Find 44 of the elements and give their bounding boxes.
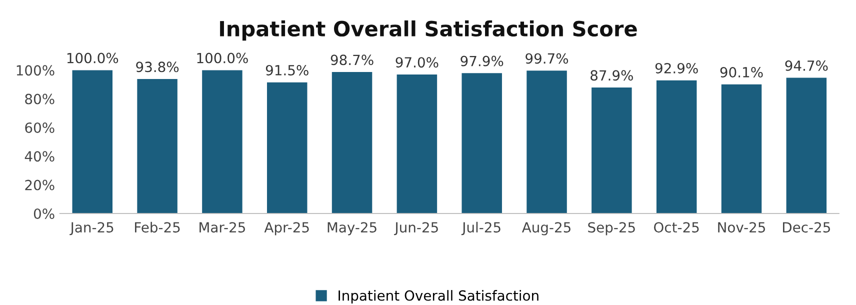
data-label: 97.9% (460, 56, 504, 66)
y-tick-label: 20% (25, 180, 54, 190)
data-label: 91.5% (266, 64, 308, 76)
y-tick-label: 100% (16, 65, 54, 76)
bar (266, 82, 308, 214)
x-tick-label: Jun-25 (394, 222, 438, 236)
bar (656, 80, 697, 214)
x-tick-label: Nov-25 (718, 222, 766, 233)
data-label: 98.7% (330, 54, 374, 66)
x-tick-label: Jan-25 (70, 222, 114, 236)
bar (72, 70, 112, 214)
bar (721, 84, 762, 214)
bar (786, 78, 827, 214)
y-tick-label: 80% (25, 94, 54, 104)
x-tick-label: Feb-25 (135, 222, 180, 233)
bar (526, 70, 567, 214)
x-tick-label: Sep-25 (588, 222, 635, 236)
data-label: 97.0% (396, 57, 438, 68)
data-label: 100.0% (197, 52, 248, 64)
legend-label: Inpatient Overall Satisfaction (338, 290, 538, 304)
chart-title: Inpatient Overall Satisfaction Score (220, 20, 637, 41)
x-tick-label: May-25 (328, 222, 376, 236)
x-tick-label: Dec-25 (783, 222, 830, 233)
data-label: 93.8% (136, 62, 179, 72)
bar (592, 87, 632, 214)
bar (396, 74, 438, 214)
bar (137, 79, 178, 214)
bar (332, 72, 372, 214)
y-tick-label: 0% (34, 208, 54, 219)
bar (202, 70, 242, 214)
x-tick-label: Jul-25 (461, 222, 500, 236)
data-label: 99.7% (526, 53, 568, 64)
data-label: 90.1% (720, 66, 763, 78)
data-label: 94.7% (785, 60, 828, 71)
data-label: 87.9% (590, 70, 633, 81)
y-tick-label: 40% (24, 151, 54, 162)
data-label: 92.9% (655, 62, 698, 74)
data-label: 100.0% (67, 52, 118, 64)
y-tick-label: 60% (25, 122, 54, 133)
x-tick-label: Mar-25 (200, 222, 245, 233)
x-tick-label: Aug-25 (522, 222, 570, 236)
x-tick-label: Oct-25 (654, 222, 699, 233)
x-tick-label: Apr-25 (264, 222, 309, 236)
bar (462, 73, 502, 214)
